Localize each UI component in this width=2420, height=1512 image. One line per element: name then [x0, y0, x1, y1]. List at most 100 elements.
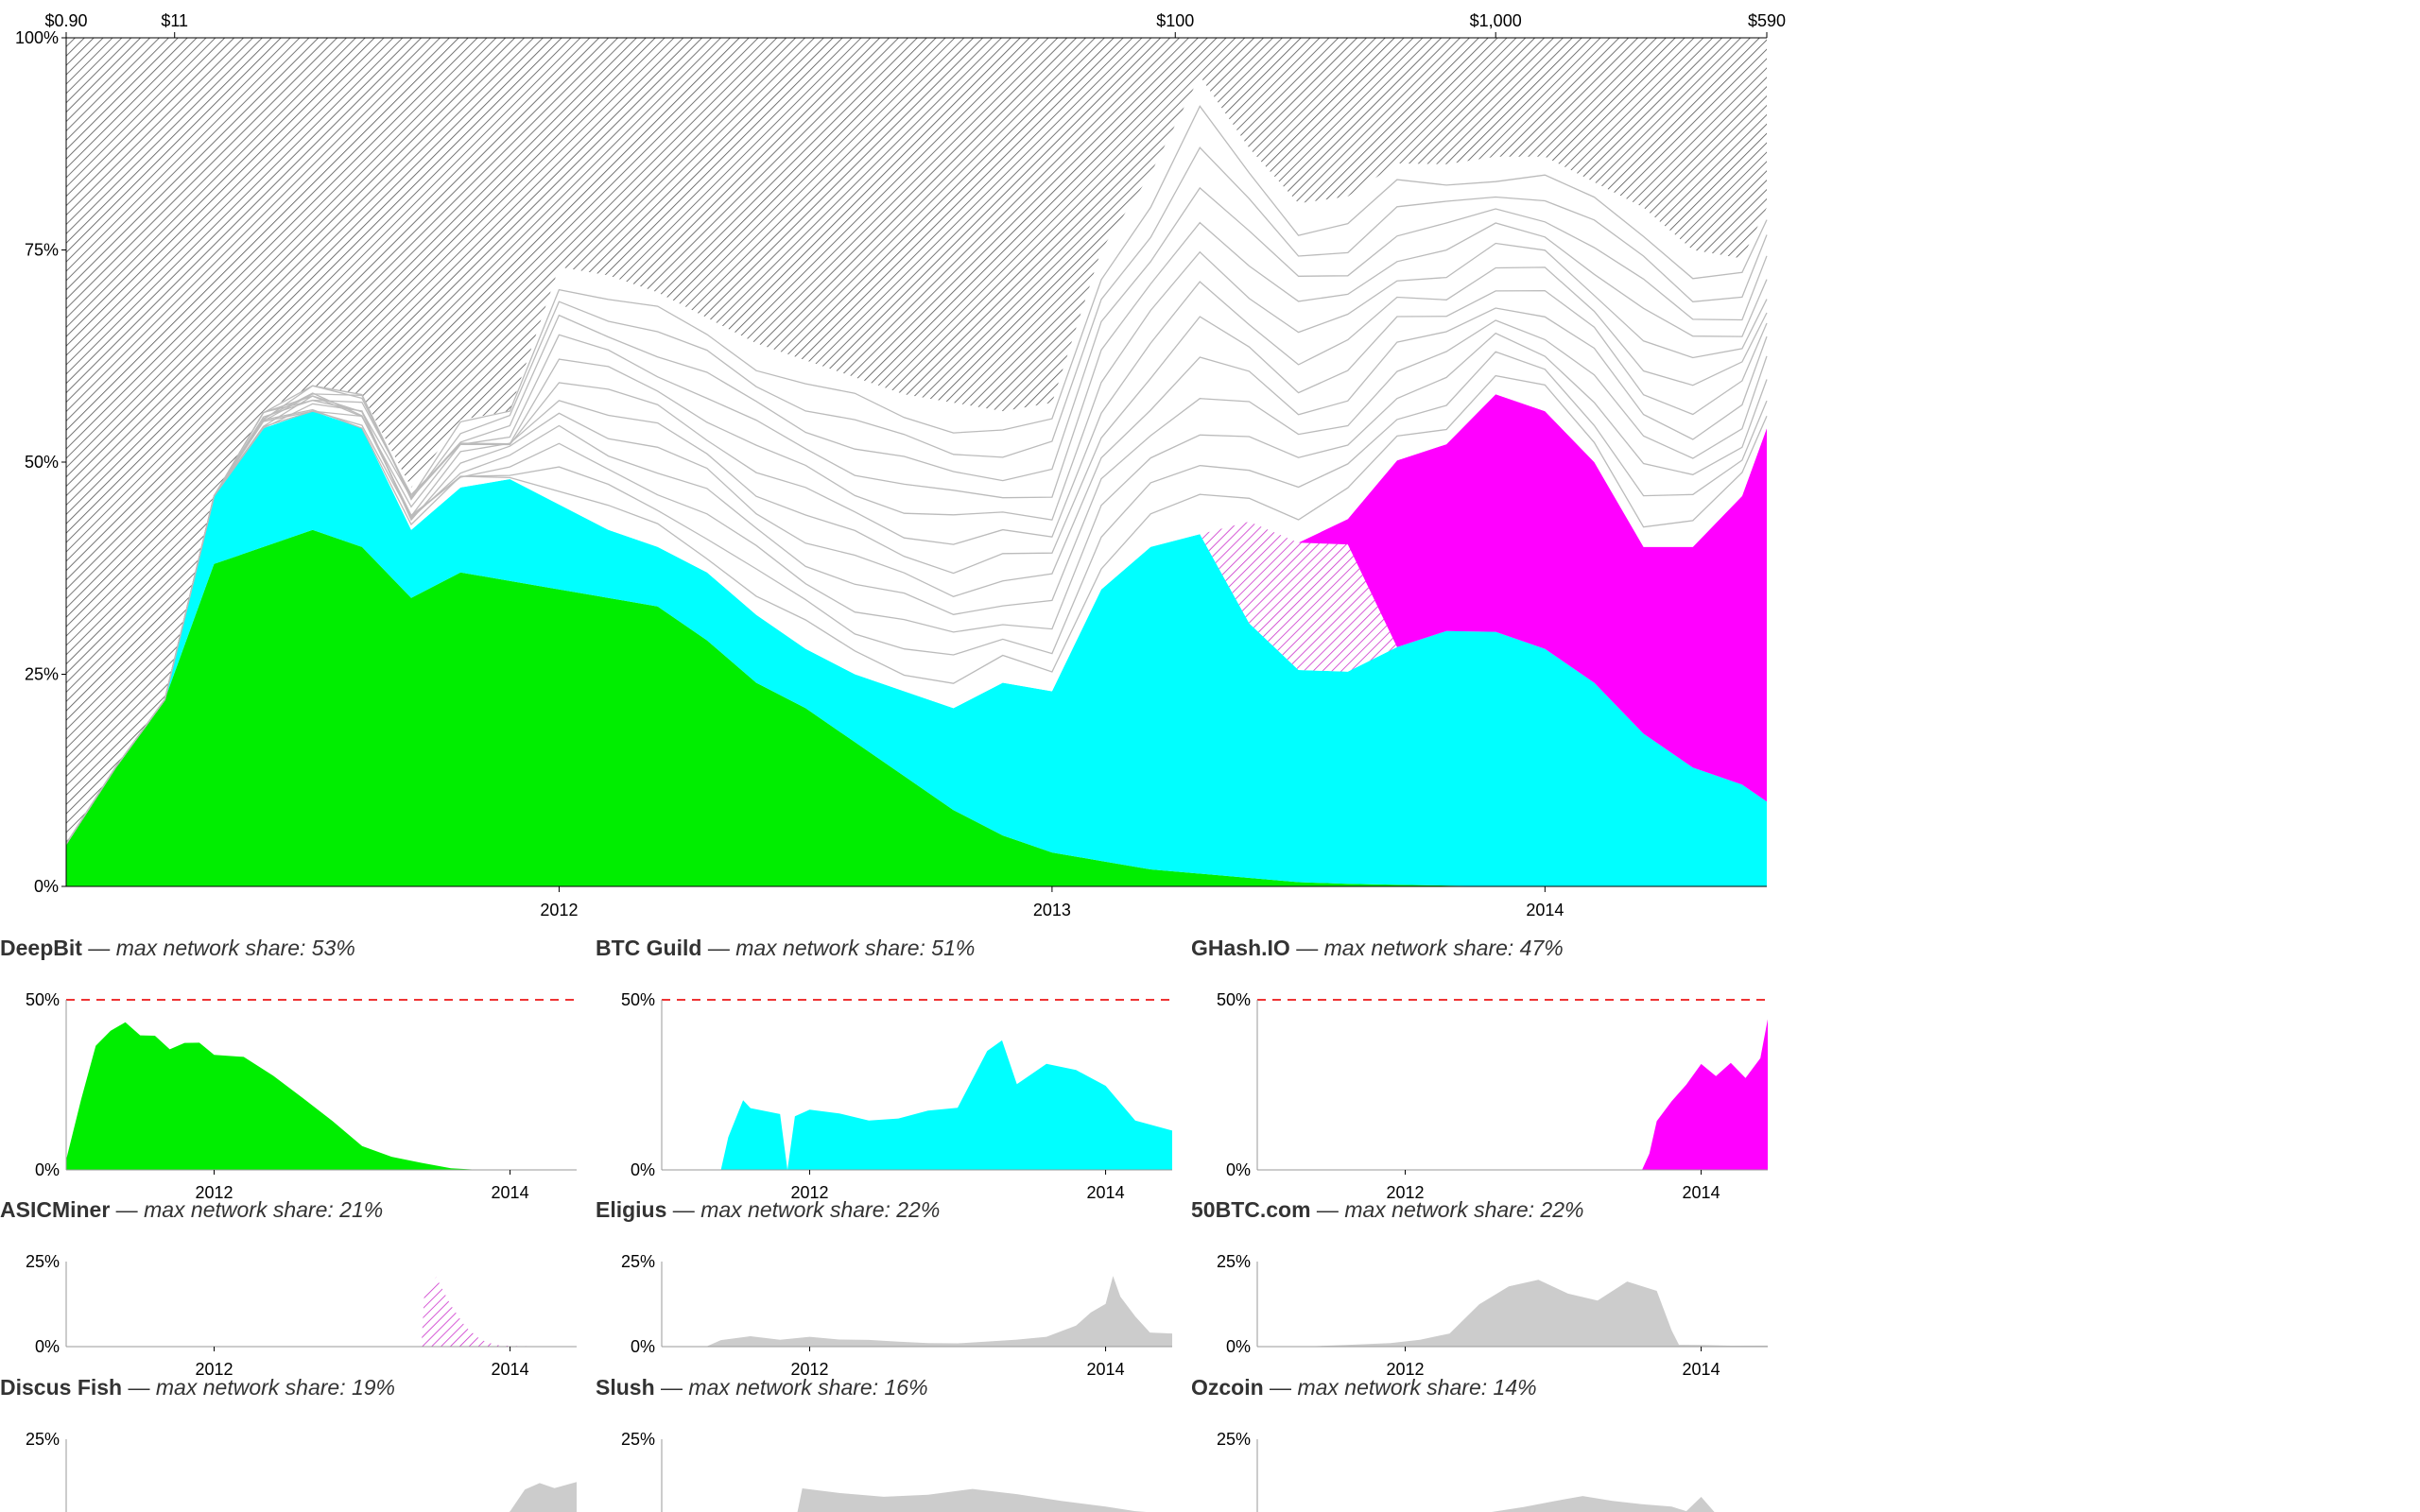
pool-y-tick-label: 25% — [26, 1252, 60, 1271]
main-pool-line-1 — [65, 374, 1768, 845]
main-pool-line-11 — [65, 146, 1768, 845]
main-pool-line-8 — [65, 242, 1768, 845]
main-pool-line-3 — [65, 332, 1768, 845]
pool-area — [1257, 1019, 1768, 1170]
pool-chart-6: 25% — [26, 1430, 577, 1512]
pool-name: Discus Fish — [0, 1375, 123, 1400]
max-share-label: max network share: 21% — [144, 1197, 384, 1222]
y-tick-label: 100% — [15, 28, 59, 47]
price-tick-label: $100 — [1156, 11, 1194, 30]
pool-area — [66, 1277, 577, 1347]
pool-name: DeepBit — [0, 936, 82, 960]
pool-x-tick-label: 2012 — [790, 1360, 828, 1379]
max-share-label: max network share: 47% — [1323, 936, 1564, 960]
pool-area — [66, 1022, 577, 1170]
main-pool-line-2 — [65, 351, 1768, 845]
max-share-label: max network share: 22% — [700, 1197, 941, 1222]
pool-title: BTC Guild — max network share: 51% — [596, 936, 975, 961]
main-pool-line-6 — [65, 289, 1768, 845]
pool-chart-8: 25% — [1217, 1430, 1715, 1512]
pool-chart-4: 0% 25% 2012 2014 — [621, 1252, 1172, 1379]
max-share-label: max network share: 22% — [1344, 1197, 1584, 1222]
pool-chart-7: 25% — [621, 1430, 1147, 1512]
main-stacked-area-chart: 0% 25% 50% 75% 100% 2012 2013 2014 $0.90 $11 $100 $… — [15, 11, 1786, 919]
price-tick-label: $0.90 — [44, 11, 87, 30]
x-tick-label: 2013 — [1033, 901, 1071, 919]
price-tick-label: $590 — [1748, 11, 1786, 30]
pool-x-tick-label: 2014 — [492, 1360, 529, 1379]
pool-area — [1257, 1280, 1768, 1347]
pool-x-tick-label: 2014 — [1087, 1183, 1125, 1202]
max-share-label: max network share: 51% — [735, 936, 976, 960]
pool-title: Slush — max network share: 16% — [596, 1375, 928, 1400]
y-tick-label: 25% — [25, 665, 59, 684]
pool-area — [662, 1276, 1172, 1347]
pool-y-tick-label: 0% — [35, 1337, 60, 1356]
y-tick-label: 50% — [25, 453, 59, 472]
pool-y-tick-label: 25% — [26, 1430, 60, 1449]
pool-name: Ozcoin — [1191, 1375, 1264, 1400]
title-separator: — — [654, 1375, 689, 1400]
pool-name: Eligius — [596, 1197, 667, 1222]
title-separator: — — [701, 936, 736, 960]
main-pool-line-9 — [65, 221, 1768, 845]
price-tick-label: $11 — [161, 11, 188, 30]
main-area-layer-3 — [66, 394, 1767, 845]
pool-y-tick-label: 50% — [1217, 990, 1251, 1009]
pool-y-tick-label: 50% — [621, 990, 655, 1009]
main-pool-line-12 — [65, 105, 1768, 845]
pool-name: ASICMiner — [0, 1197, 111, 1222]
pool-x-tick-label: 2012 — [790, 1183, 828, 1202]
pool-y-tick-label: 0% — [1226, 1337, 1251, 1356]
pool-y-tick-label: 0% — [1226, 1160, 1251, 1179]
pool-y-tick-label: 25% — [621, 1430, 655, 1449]
pool-y-tick-label: 0% — [631, 1160, 655, 1179]
pool-y-tick-label: 50% — [26, 990, 60, 1009]
pool-name: Slush — [596, 1375, 655, 1400]
pool-name: BTC Guild — [596, 936, 702, 960]
title-separator: — — [666, 1197, 701, 1222]
main-pool-line-7 — [65, 266, 1768, 845]
pool-area — [1491, 1496, 1715, 1512]
pool-y-tick-label: 0% — [631, 1337, 655, 1356]
pool-x-tick-label: 2014 — [1683, 1360, 1720, 1379]
pool-area — [797, 1488, 1147, 1512]
pool-y-tick-label: 25% — [1217, 1252, 1251, 1271]
main-area-layer-0 — [66, 529, 1767, 886]
pool-chart-2: 0% 50% 2012 2014 — [1217, 990, 1768, 1202]
pool-y-tick-label: 25% — [1217, 1430, 1251, 1449]
pool-chart-5: 0% 25% 2012 2014 — [1217, 1252, 1768, 1379]
title-separator: — — [122, 1375, 156, 1400]
title-separator: — — [110, 1197, 145, 1222]
max-share-label: max network share: 16% — [688, 1375, 928, 1400]
main-area-layer-1 — [66, 411, 1767, 886]
y-tick-label: 75% — [25, 241, 59, 260]
pool-name: GHash.IO — [1191, 936, 1290, 960]
pool-x-tick-label: 2012 — [195, 1183, 233, 1202]
pool-area — [509, 1482, 577, 1512]
pool-chart-1: 0% 50% 2012 2014 — [621, 990, 1172, 1202]
pool-x-tick-label: 2012 — [1386, 1360, 1424, 1379]
pool-area — [662, 1040, 1172, 1170]
pool-y-tick-label: 25% — [621, 1252, 655, 1271]
title-separator: — — [81, 936, 116, 960]
pool-x-tick-label: 2014 — [492, 1183, 529, 1202]
pool-x-tick-label: 2012 — [195, 1360, 233, 1379]
pool-chart-3: 0% 25% 2012 2014 — [26, 1252, 577, 1379]
pool-x-tick-label: 2014 — [1087, 1360, 1125, 1379]
pool-name: 50BTC.com — [1191, 1197, 1311, 1222]
main-pool-line-10 — [65, 186, 1768, 845]
pool-title: GHash.IO — max network share: 47% — [1191, 936, 1564, 961]
pool-x-tick-label: 2014 — [1683, 1183, 1720, 1202]
price-tick-label: $1,000 — [1470, 11, 1522, 30]
x-tick-label: 2014 — [1526, 901, 1564, 919]
pool-title: Eligius — max network share: 22% — [596, 1197, 940, 1223]
pool-title: Ozcoin — max network share: 14% — [1191, 1375, 1537, 1400]
pool-y-tick-label: 0% — [35, 1160, 60, 1179]
max-share-label: max network share: 19% — [155, 1375, 396, 1400]
title-separator: — — [1263, 1375, 1298, 1400]
max-share-label: max network share: 14% — [1297, 1375, 1537, 1400]
pool-title: ASICMiner — max network share: 21% — [0, 1197, 383, 1223]
title-separator: — — [1289, 936, 1324, 960]
